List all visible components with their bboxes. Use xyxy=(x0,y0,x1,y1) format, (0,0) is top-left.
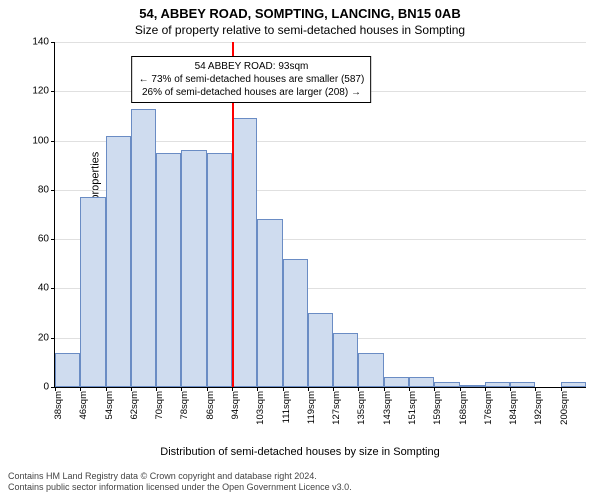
plot-area: 02040608010012014038sqm46sqm54sqm62sqm70… xyxy=(54,42,586,388)
x-tick-label: 143sqm xyxy=(382,387,393,425)
histogram-bar xyxy=(80,197,105,387)
histogram-bar xyxy=(384,377,409,387)
chart-title-sub: Size of property relative to semi-detach… xyxy=(0,21,600,41)
x-tick-label: 119sqm xyxy=(306,387,317,424)
x-tick-label: 200sqm xyxy=(559,387,570,425)
chart-area: Number of semi-detached properties 02040… xyxy=(0,42,600,440)
x-tick-label: 62sqm xyxy=(129,387,140,420)
histogram-bar xyxy=(181,150,206,387)
chart-title-main: 54, ABBEY ROAD, SOMPTING, LANCING, BN15 … xyxy=(0,0,600,21)
histogram-bar xyxy=(106,136,131,387)
x-tick-label: 168sqm xyxy=(458,387,469,425)
histogram-bar xyxy=(308,313,333,387)
y-tick-label: 80 xyxy=(38,184,55,195)
histogram-bar xyxy=(409,377,434,387)
x-tick-label: 176sqm xyxy=(483,387,494,425)
footer-line-2: Contains public sector information licen… xyxy=(8,482,352,494)
x-tick-label: 184sqm xyxy=(508,387,519,425)
x-tick-label: 70sqm xyxy=(154,387,165,420)
y-tick-label: 20 xyxy=(38,332,55,343)
histogram-bar xyxy=(156,153,181,387)
x-tick-label: 111sqm xyxy=(281,387,292,423)
y-tick-label: 40 xyxy=(38,283,55,294)
histogram-bar xyxy=(358,353,383,388)
histogram-bar xyxy=(207,153,232,387)
x-tick-label: 46sqm xyxy=(78,387,89,420)
histogram-bar xyxy=(257,219,282,387)
histogram-bar xyxy=(333,333,358,387)
x-tick-label: 38sqm xyxy=(53,387,64,420)
histogram-bar xyxy=(131,109,156,387)
x-tick-label: 192sqm xyxy=(533,387,544,425)
annotation-box: 54 ABBEY ROAD: 93sqm← 73% of semi-detach… xyxy=(132,56,372,103)
annotation-line-2: ← 73% of semi-detached houses are smalle… xyxy=(139,73,365,86)
annotation-line-1: 54 ABBEY ROAD: 93sqm xyxy=(139,60,365,73)
histogram-bar xyxy=(232,118,257,387)
x-tick-label: 135sqm xyxy=(356,387,367,425)
x-tick-label: 78sqm xyxy=(179,387,190,420)
x-tick-label: 159sqm xyxy=(432,387,443,425)
x-tick-label: 94sqm xyxy=(230,387,241,420)
x-axis-label: Distribution of semi-detached houses by … xyxy=(0,446,600,458)
histogram-bar xyxy=(55,353,80,388)
x-tick-label: 54sqm xyxy=(104,387,115,420)
footer-line-1: Contains HM Land Registry data © Crown c… xyxy=(8,471,352,483)
y-tick-label: 60 xyxy=(38,234,55,245)
y-tick-label: 100 xyxy=(32,135,55,146)
footer-attribution: Contains HM Land Registry data © Crown c… xyxy=(8,471,352,494)
x-tick-label: 86sqm xyxy=(205,387,216,420)
y-tick-label: 140 xyxy=(32,37,55,48)
y-tick-label: 120 xyxy=(32,86,55,97)
histogram-bar xyxy=(283,259,308,387)
x-tick-label: 151sqm xyxy=(407,387,418,425)
annotation-line-3: 26% of semi-detached houses are larger (… xyxy=(139,86,365,99)
x-tick-label: 127sqm xyxy=(331,387,342,425)
x-tick-label: 103sqm xyxy=(255,387,266,425)
